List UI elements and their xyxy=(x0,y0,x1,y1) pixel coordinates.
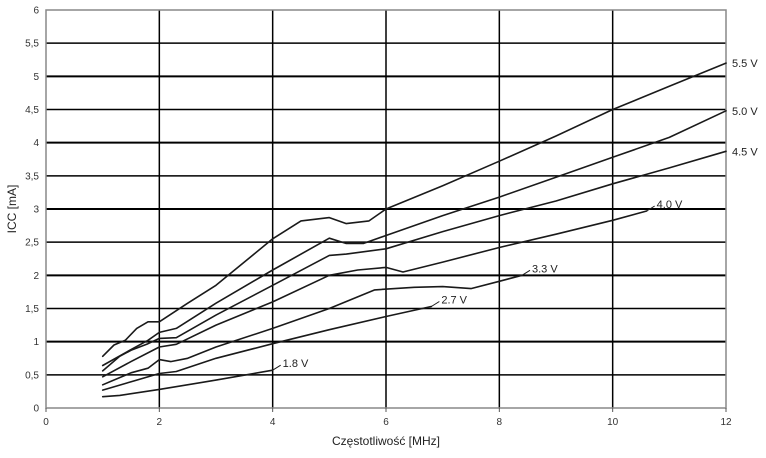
series-label: 5.5 V xyxy=(732,58,758,70)
series-line xyxy=(101,274,523,386)
x-axis-title: Częstotliwość [MHz] xyxy=(332,434,440,448)
series-label: 3.3 V xyxy=(532,263,558,275)
series-label: 4.5 V xyxy=(732,146,758,158)
series-label-leader xyxy=(431,301,440,307)
series-line xyxy=(101,369,274,398)
series-labels: 1.8 V 2.7 V 3.3 V 4.0 V 4.5 V 5.0 V 5.5 V xyxy=(272,58,758,371)
y-axis: 0 0,5 1 1,5 2 2,5 3 3,5 4 4,5 5 5,5 6 xyxy=(25,6,39,415)
y-tick-label: 6 xyxy=(33,6,39,17)
series-label-leader xyxy=(646,205,655,212)
series-label: 5.0 V xyxy=(732,106,758,118)
x-tick-label: 4 xyxy=(270,417,276,428)
y-tick-label: 2 xyxy=(33,271,39,282)
y-tick-label: 4 xyxy=(33,138,39,149)
y-tick-label: 1 xyxy=(33,337,39,348)
series-line xyxy=(101,210,648,378)
series-line xyxy=(101,305,433,391)
series-line xyxy=(101,62,727,358)
y-tick-label: 5 xyxy=(33,72,39,83)
x-axis: 0 2 4 6 8 10 12 xyxy=(43,408,732,428)
y-tick-label: 3,5 xyxy=(25,171,39,182)
y-tick-label: 0 xyxy=(33,404,39,415)
series-label-leader xyxy=(521,269,531,276)
y-tick-label: 0,5 xyxy=(25,370,39,381)
series-label: 2.7 V xyxy=(441,295,467,307)
series-line xyxy=(101,110,727,367)
series-label-leader xyxy=(272,364,281,371)
x-tick-label: 8 xyxy=(497,417,503,428)
grid-lines xyxy=(46,10,726,408)
series-lines xyxy=(101,62,727,398)
series-label: 4.0 V xyxy=(657,199,683,211)
y-tick-label: 5,5 xyxy=(25,39,39,50)
y-tick-label: 4,5 xyxy=(25,105,39,116)
series-line xyxy=(101,150,727,372)
y-tick-label: 1,5 xyxy=(25,304,39,315)
y-tick-label: 2,5 xyxy=(25,238,39,249)
y-tick-label: 3 xyxy=(33,205,39,216)
x-tick-label: 6 xyxy=(383,417,389,428)
y-axis-title: ICC [mA] xyxy=(5,185,19,234)
x-tick-label: 10 xyxy=(607,417,619,428)
x-tick-label: 12 xyxy=(720,417,732,428)
x-tick-label: 2 xyxy=(157,417,163,428)
x-tick-label: 0 xyxy=(43,417,49,428)
series-label: 1.8 V xyxy=(283,358,309,370)
